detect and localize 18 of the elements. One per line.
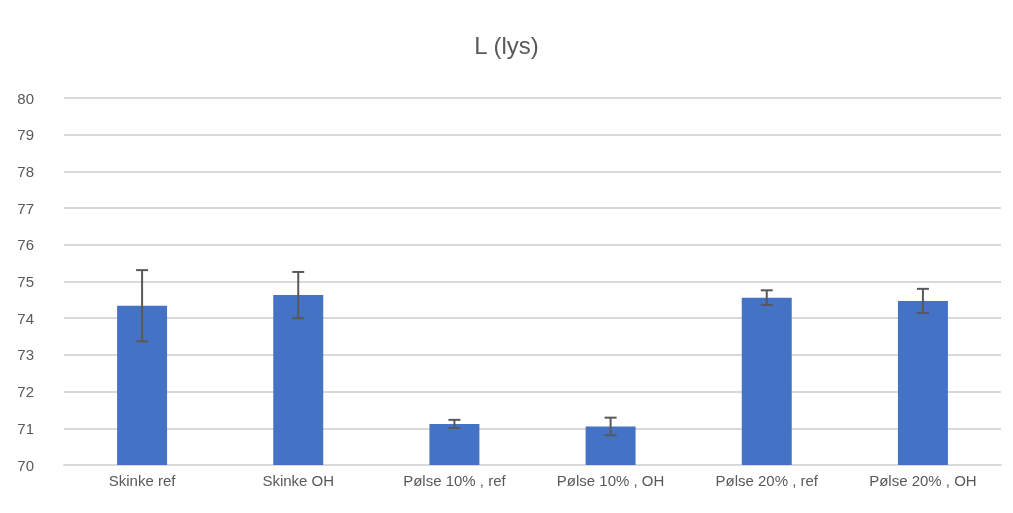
x-tick-label: Pølse 10% , OH <box>556 472 665 489</box>
y-tick-label: 80 <box>17 89 34 107</box>
x-tick-label: Pølse 20% , OH <box>869 472 977 489</box>
y-tick-label: 77 <box>17 199 34 217</box>
y-tick-label: 79 <box>17 126 34 144</box>
x-tick-label: Skinke OH <box>262 472 335 489</box>
y-tick-label: 78 <box>17 162 34 180</box>
y-tick-label: 75 <box>17 273 34 290</box>
y-tick-label: 71 <box>17 419 34 437</box>
x-tick-label: Skinke ref <box>108 472 177 489</box>
y-tick-label: 74 <box>17 309 34 327</box>
x-tick-label: Pølse 10% , ref <box>403 472 507 489</box>
y-tick-label: 73 <box>17 346 34 364</box>
y-tick-label: 70 <box>17 456 34 474</box>
y-tick-label: 72 <box>17 383 34 401</box>
y-tick-label: 76 <box>17 236 34 254</box>
x-tick-label: Pølse 20% , ref <box>715 472 819 489</box>
chart-title: L (lys) <box>474 31 539 59</box>
